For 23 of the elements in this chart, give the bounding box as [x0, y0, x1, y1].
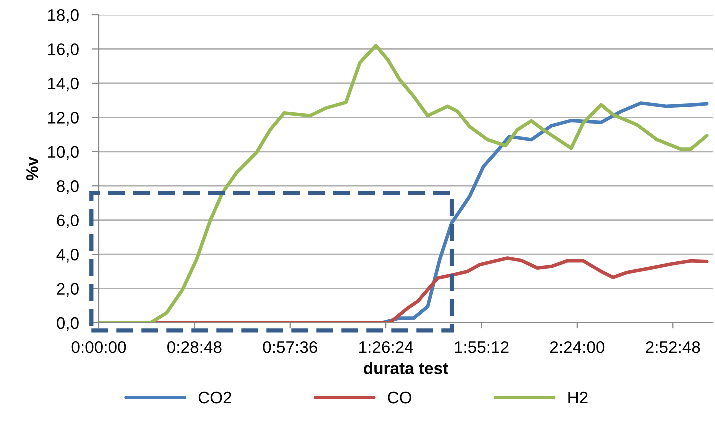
- y-tick-label: 8,0: [57, 180, 79, 194]
- y-axis-title: %v: [26, 157, 38, 181]
- y-tick-label: 0,0: [57, 317, 79, 332]
- x-tick-label: 0:28:48: [168, 341, 222, 354]
- y-tick-label: 16,0: [48, 44, 79, 58]
- y-tick-label: 2,0: [57, 283, 79, 297]
- x-tick-label: 0:57:36: [263, 341, 318, 354]
- x-axis-title: durata test: [364, 362, 448, 374]
- y-tick-label: 18,0: [48, 9, 79, 24]
- x-tick-label: 1:55:12: [455, 341, 509, 354]
- y-tick-label: 14,0: [48, 78, 79, 92]
- x-tick-label: 1:26:24: [360, 341, 414, 354]
- y-tick-label: 6,0: [57, 214, 79, 229]
- legend-label: CO: [388, 392, 412, 404]
- x-tick-label: 0:00:00: [72, 341, 126, 354]
- x-tick-label: 2:52:48: [646, 341, 700, 354]
- x-tick-label: 2:24:00: [550, 341, 605, 354]
- legend-label: CO2: [198, 392, 232, 404]
- line-series: [99, 44, 709, 323]
- y-tick-label: 12,0: [48, 112, 79, 126]
- y-tick-label: 10,0: [48, 146, 79, 160]
- legend-label: H2: [568, 392, 588, 404]
- y-tick-label: 4,0: [56, 248, 79, 263]
